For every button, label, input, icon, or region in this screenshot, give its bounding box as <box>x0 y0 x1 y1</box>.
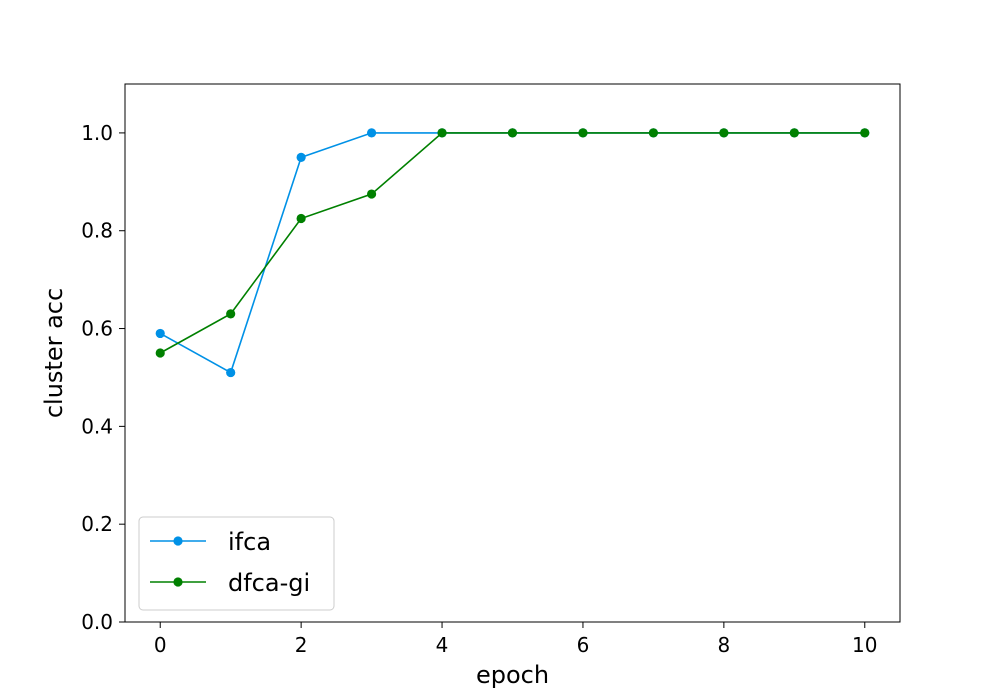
data-point-dfca-gi <box>578 128 588 138</box>
legend-marker <box>173 577 183 587</box>
series-ifca <box>155 128 870 378</box>
y-tick-label: 0.8 <box>81 219 113 243</box>
y-tick-label: 0.2 <box>81 512 113 536</box>
legend-label: ifca <box>228 528 271 556</box>
x-tick-label: 4 <box>436 633 449 657</box>
x-tick-label: 10 <box>852 633 877 657</box>
data-point-dfca-gi <box>296 213 306 224</box>
x-tick-label: 2 <box>295 633 308 657</box>
series-layer <box>155 128 870 378</box>
data-point-ifca <box>155 328 165 339</box>
data-point-dfca-gi <box>507 128 518 138</box>
series-line-ifca <box>159 132 865 374</box>
x-tick-label: 0 <box>154 633 167 657</box>
data-point-ifca <box>366 128 377 138</box>
data-point-dfca-gi <box>366 189 377 199</box>
data-point-dfca-gi <box>437 128 447 138</box>
plot-frame <box>124 83 901 623</box>
data-point-ifca <box>226 367 236 378</box>
legend-items: ifca dfca-gi <box>150 528 310 597</box>
series-dfca-gi <box>155 128 870 358</box>
x-axis-ticks: 0 2 4 6 8 10 <box>154 622 877 657</box>
data-point-ifca <box>296 152 306 162</box>
data-point-dfca-gi <box>719 128 729 138</box>
legend-item-dfca-gi: dfca-gi <box>150 569 310 597</box>
x-axis-title: epoch <box>476 661 549 689</box>
data-point-dfca-gi <box>860 128 870 138</box>
y-tick-label: 0.0 <box>81 610 113 634</box>
x-tick-label: 6 <box>577 633 590 657</box>
data-point-dfca-gi <box>789 128 799 138</box>
y-axis-ticks: 0.0 0.2 0.4 0.6 0.8 1.0 <box>81 121 125 634</box>
legend: ifca dfca-gi <box>138 516 335 611</box>
x-tick-label: 8 <box>717 633 730 657</box>
data-point-dfca-gi <box>226 309 236 319</box>
y-tick-label: 1.0 <box>81 121 113 145</box>
data-point-dfca-gi <box>155 348 165 358</box>
legend-label: dfca-gi <box>228 569 310 597</box>
legend-item-ifca: ifca <box>150 528 271 556</box>
series-line-dfca-gi <box>159 132 865 354</box>
y-tick-label: 0.4 <box>81 414 113 438</box>
y-tick-label: 0.6 <box>81 317 113 341</box>
y-axis-title: cluster acc <box>40 288 68 418</box>
legend-marker <box>173 536 183 546</box>
data-point-dfca-gi <box>648 128 659 138</box>
